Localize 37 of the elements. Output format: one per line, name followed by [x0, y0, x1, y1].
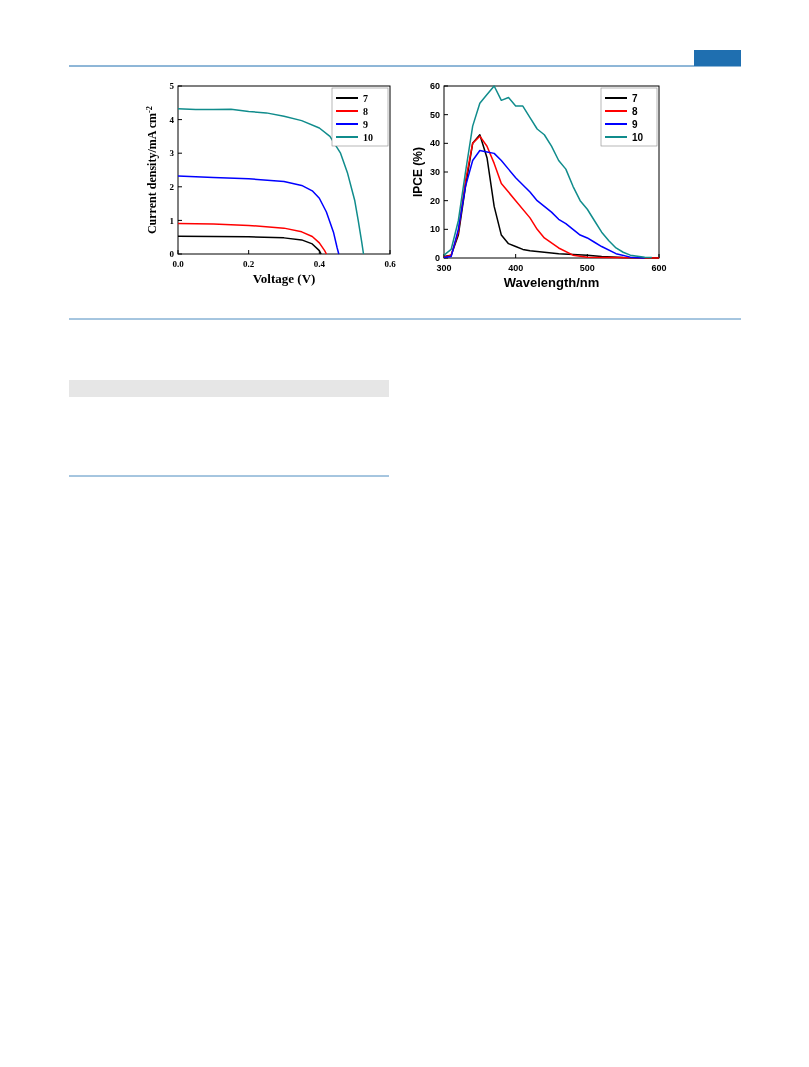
line-series: [177, 222, 328, 255]
legend-label: 10: [363, 131, 373, 143]
y-tick-label: 10: [429, 224, 440, 235]
legend-label: 9: [363, 118, 368, 130]
x-tick-label: 400: [508, 263, 524, 273]
y-tick-label: 0: [434, 253, 440, 264]
y-tick-label: 60: [429, 81, 440, 92]
legend-label: 7: [632, 92, 638, 104]
y-tick-label: 30: [429, 167, 440, 178]
legend-label: 9: [632, 118, 638, 130]
legend-label: 7: [363, 92, 368, 104]
legend-label: 8: [632, 105, 638, 117]
y-tick-label: 40: [429, 138, 440, 149]
x-axis-title: Voltage (V): [252, 271, 316, 286]
y-tick-label: 2: [169, 181, 175, 192]
y-tick-label: 20: [429, 195, 440, 206]
x-tick-label: 300: [436, 263, 452, 273]
y-tick-label: 50: [429, 109, 440, 120]
x-tick-label: 0.6: [384, 259, 397, 269]
line-series: [443, 149, 646, 259]
x-tick-label: 0.4: [313, 259, 326, 269]
x-tick-label: 500: [579, 263, 595, 273]
y-tick-label: 3: [169, 148, 175, 159]
legend-label: 10: [632, 131, 644, 143]
x-tick-label: 0.2: [243, 259, 255, 269]
x-tick-label: 600: [651, 263, 667, 273]
line-series: [443, 85, 653, 259]
y-tick-label: 4: [169, 114, 175, 125]
y-tick-label: 1: [169, 215, 175, 226]
y-tick-label: 0: [169, 249, 175, 260]
y-tick-label: 5: [169, 81, 175, 92]
legend-label: 8: [363, 105, 368, 117]
line-series: [177, 175, 340, 255]
line-series: [177, 108, 365, 255]
x-tick-label: 0.0: [172, 259, 185, 269]
y-axis-title: IPCE (%): [411, 146, 425, 198]
x-axis-title: Wavelength/nm: [503, 275, 600, 290]
